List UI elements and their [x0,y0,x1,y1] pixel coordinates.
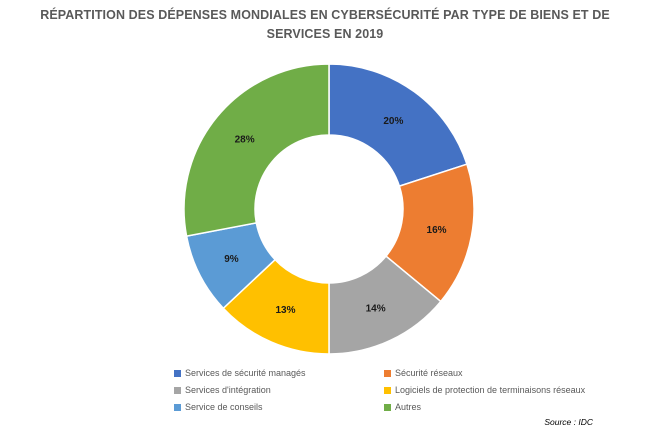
chart-legend: Services de sécurité managés Sécurité rés… [174,366,614,414]
chart-title: RÉPARTITION DES DÉPENSES MONDIALES EN CY… [40,8,610,41]
legend-label: Services d'intégration [185,385,271,395]
data-label-logiciels-de-protection-de-terminaisons-reseaux: 13% [276,305,296,316]
chart-source: Source : IDC [544,417,593,427]
legend-swatch [384,386,391,394]
donut-slices [183,63,475,355]
legend-item-autres: Autres [384,400,614,414]
legend-label: Services de sécurité managés [185,368,306,378]
legend-label: Autres [395,402,422,412]
legend-swatch [174,386,181,394]
legend-item-services-d-integration: Services d'intégration [174,383,384,397]
legend-item-securite-reseaux: Sécurité réseaux [384,366,614,380]
legend-label: Service de conseils [185,402,263,412]
legend-swatch [384,369,391,377]
legend-swatch [174,369,181,377]
legend-label: Sécurité réseaux [395,368,463,378]
data-label-services-d-integration: 14% [366,304,386,315]
data-label-autres: 28% [235,135,255,146]
slice-autres [183,63,330,238]
legend-swatch [384,403,391,411]
legend-label: Logiciels de protection de terminaisons … [395,385,586,395]
data-label-service-de-conseils: 9% [224,254,239,265]
donut-data-labels: 20% 16% 14% 13% 9% 28% [224,116,446,316]
legend-swatch [174,403,181,411]
data-label-securite-reseaux: 16% [427,225,447,236]
data-label-services-de-securite-manages: 20% [383,116,403,127]
legend-item-service-de-conseils: Service de conseils [174,400,384,414]
legend-item-services-de-securite-manages: Services de sécurité managés [174,366,384,380]
legend-item-logiciels-de-protection-de-terminaisons-reseaux: Logiciels de protection de terminaisons … [384,383,614,397]
slice-services-de-securite-manages [328,63,468,188]
